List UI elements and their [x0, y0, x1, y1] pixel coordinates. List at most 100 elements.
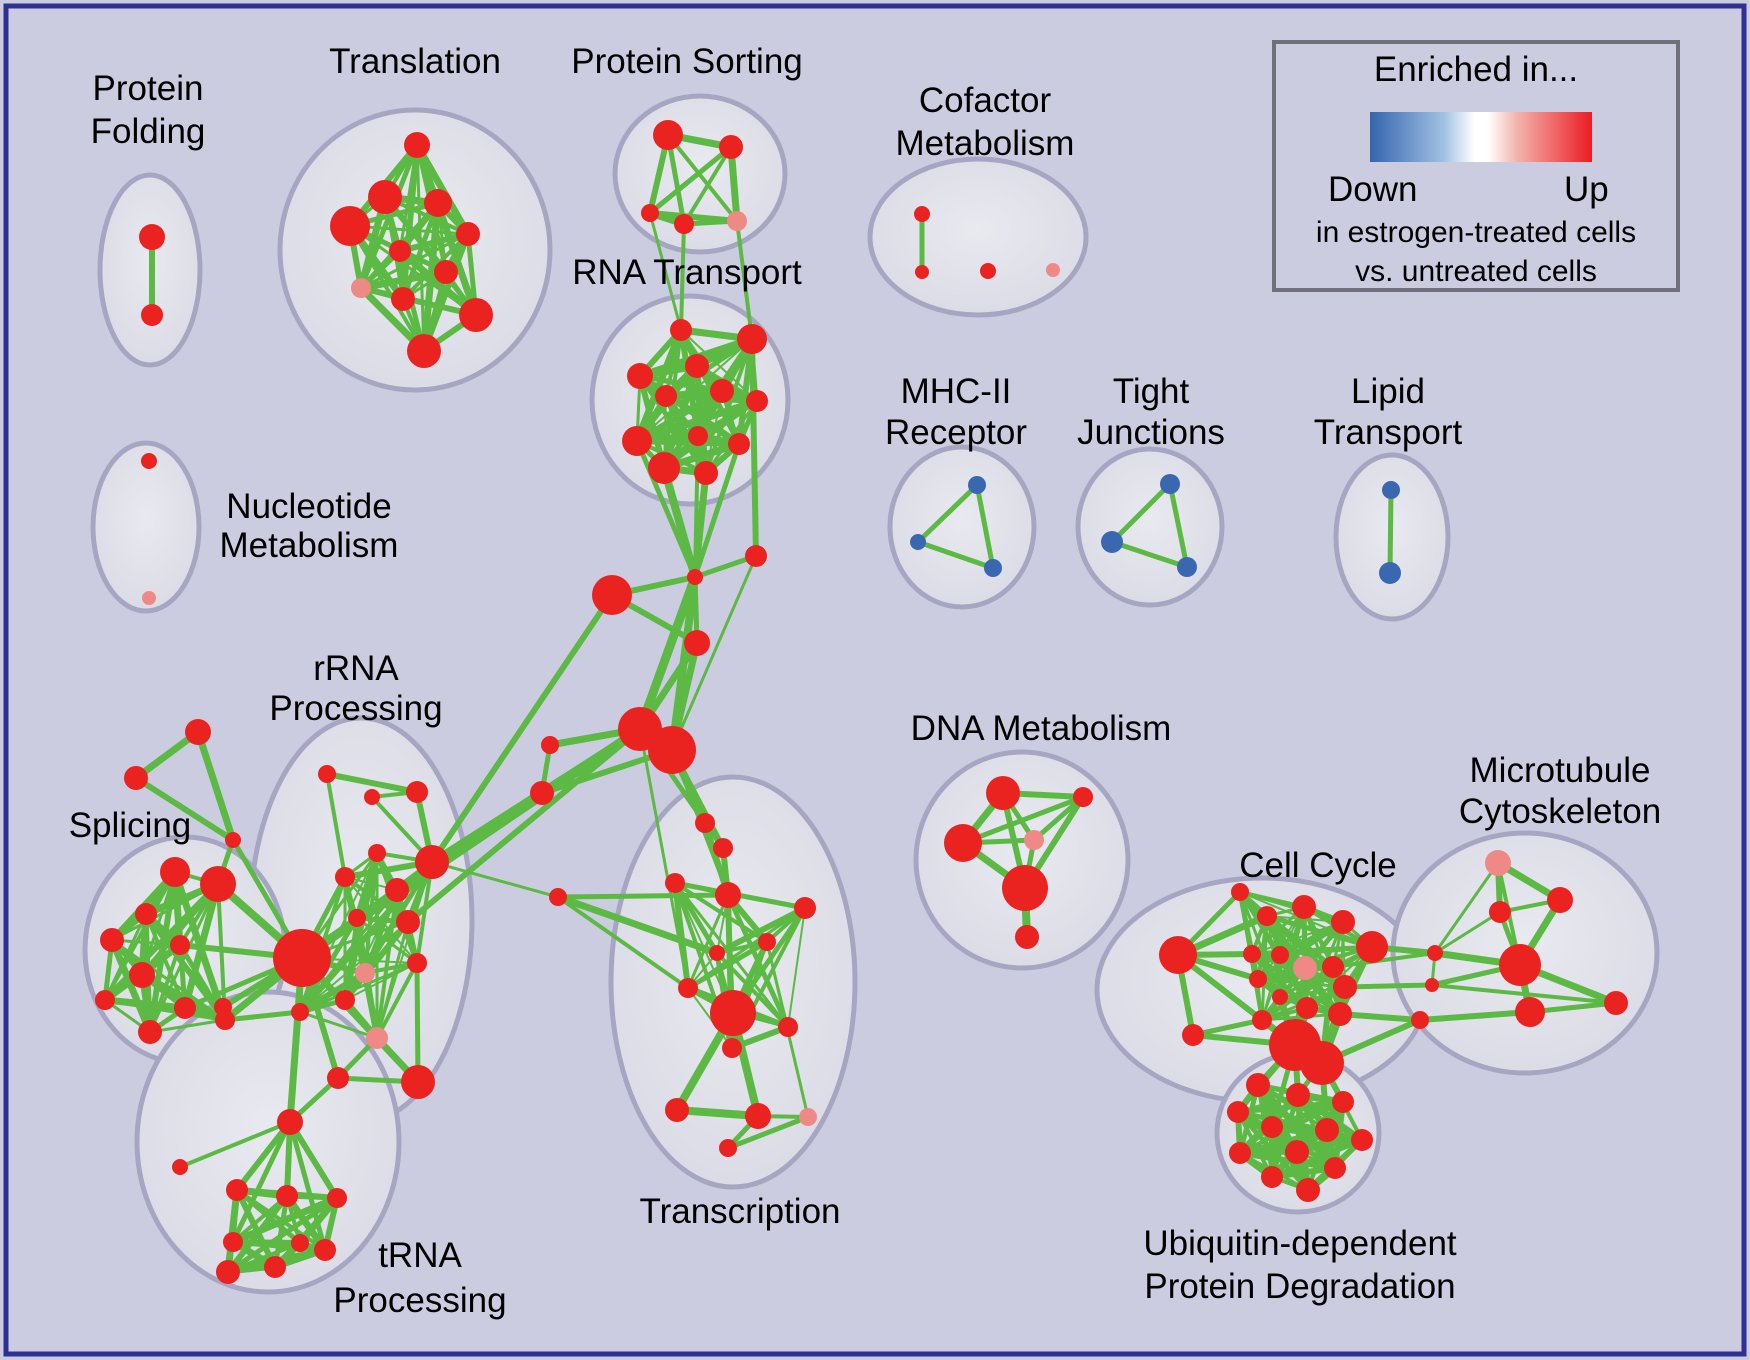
cluster-label-microtubule-cytoskeleton: Microtubule Cytoskeleton — [1459, 751, 1661, 831]
cluster-label-tight-junctions: Tight Junctions — [1077, 372, 1225, 452]
node-cf3 — [1046, 263, 1060, 277]
node-k9 — [1322, 956, 1344, 978]
cluster-label-transcription: Transcription — [640, 1192, 841, 1231]
node-u10 — [1261, 1166, 1283, 1188]
cluster-label-cell-cycle: Cell Cycle — [1239, 846, 1397, 885]
edge — [324, 771, 420, 795]
node-r12 — [335, 990, 355, 1010]
node-c6 — [541, 736, 559, 754]
cluster-label-rna-transport: RNA Transport — [572, 253, 802, 292]
node-d1 — [1073, 787, 1093, 807]
cluster-label-protein-sorting: Protein Sorting — [571, 42, 803, 81]
node-k1 — [1231, 883, 1249, 901]
edge — [638, 727, 690, 990]
node-tr5 — [389, 240, 411, 262]
node-x6 — [709, 945, 725, 961]
node-tr3 — [330, 206, 370, 246]
edge — [357, 268, 450, 292]
node-r5 — [415, 845, 449, 879]
node-k12 — [1272, 989, 1288, 1005]
node-u4 — [1261, 1116, 1283, 1138]
node-t2 — [276, 1185, 298, 1207]
node-k15 — [1252, 1010, 1272, 1030]
cluster-label-dna-metabolism: DNA Metabolism — [911, 709, 1172, 748]
edge — [415, 860, 434, 965]
cluster-label-ubiquitin-dependent-protein-degradation: Ubiquitin-dependent Protein Degradation — [1143, 1224, 1457, 1306]
node-t6 — [216, 1260, 240, 1284]
edge — [325, 772, 347, 879]
node-tr6 — [434, 260, 458, 284]
node-g0 — [185, 719, 211, 745]
node-cf0 — [914, 206, 930, 222]
edge — [679, 222, 686, 332]
edge — [692, 441, 742, 580]
node-s2 — [135, 903, 157, 925]
edge — [1190, 1017, 1265, 1038]
edge — [555, 892, 731, 900]
cluster-ellipse-tight-junctions — [1075, 446, 1225, 608]
node-s5 — [129, 962, 155, 988]
node-r16 — [327, 1067, 349, 1089]
edge — [272, 1193, 290, 1270]
edge — [298, 961, 419, 1014]
edge — [375, 920, 410, 1040]
node-r19 — [172, 1159, 188, 1175]
node-rt1 — [737, 324, 767, 354]
cluster-ellipse-mhc-ii-receptor — [887, 444, 1037, 610]
edge — [299, 921, 409, 1013]
node-rt4 — [655, 385, 677, 407]
edge — [647, 144, 734, 216]
node-x7 — [678, 978, 698, 998]
node-xb3 — [799, 1108, 817, 1126]
node-r6 — [385, 878, 409, 902]
node-t7 — [264, 1256, 286, 1278]
node-cf2 — [980, 263, 996, 279]
edge — [735, 219, 754, 341]
edge — [234, 1119, 293, 1193]
node-ps4 — [727, 211, 747, 231]
node-g1 — [124, 766, 148, 790]
edge — [222, 1009, 303, 1023]
node-r8 — [396, 910, 420, 934]
node-lt0 — [1382, 481, 1400, 499]
node-s6 — [95, 990, 115, 1010]
edge — [283, 1192, 329, 1254]
edge — [1433, 861, 1500, 955]
node-x0 — [695, 813, 715, 833]
edge — [414, 960, 421, 1085]
edge — [725, 1114, 811, 1151]
node-tr0 — [404, 132, 430, 158]
node-s3 — [100, 928, 124, 952]
node-r15 — [401, 1065, 435, 1099]
node-r18 — [214, 998, 232, 1016]
node-xb1 — [665, 1098, 689, 1122]
edge — [1031, 794, 1086, 843]
edge — [287, 1119, 328, 1253]
node-rt5 — [710, 379, 734, 403]
node-s0 — [160, 857, 190, 887]
node-u9 — [1324, 1157, 1346, 1179]
edge — [686, 906, 807, 990]
node-nm1 — [142, 591, 156, 605]
node-mh0 — [968, 476, 986, 494]
node-k18 — [1182, 1024, 1204, 1046]
node-tr7 — [351, 278, 371, 298]
edge — [194, 728, 237, 844]
node-d2 — [944, 824, 982, 862]
node-s1 — [200, 866, 236, 902]
node-u7 — [1229, 1142, 1251, 1164]
node-u2 — [1332, 1091, 1354, 1113]
node-mh2 — [984, 559, 1002, 577]
edge — [787, 907, 806, 1028]
node-ps3 — [674, 214, 694, 234]
legend-color-gradient-bar — [1370, 112, 1592, 162]
edge — [687, 987, 733, 1049]
node-pf0 — [139, 224, 165, 250]
node-r3 — [368, 844, 386, 862]
edge — [648, 211, 683, 332]
node-s4 — [170, 935, 190, 955]
node-m3 — [1499, 944, 1541, 986]
cluster-label-translation: Translation — [329, 42, 501, 81]
edge — [1342, 982, 1435, 990]
node-ps2 — [641, 204, 659, 222]
